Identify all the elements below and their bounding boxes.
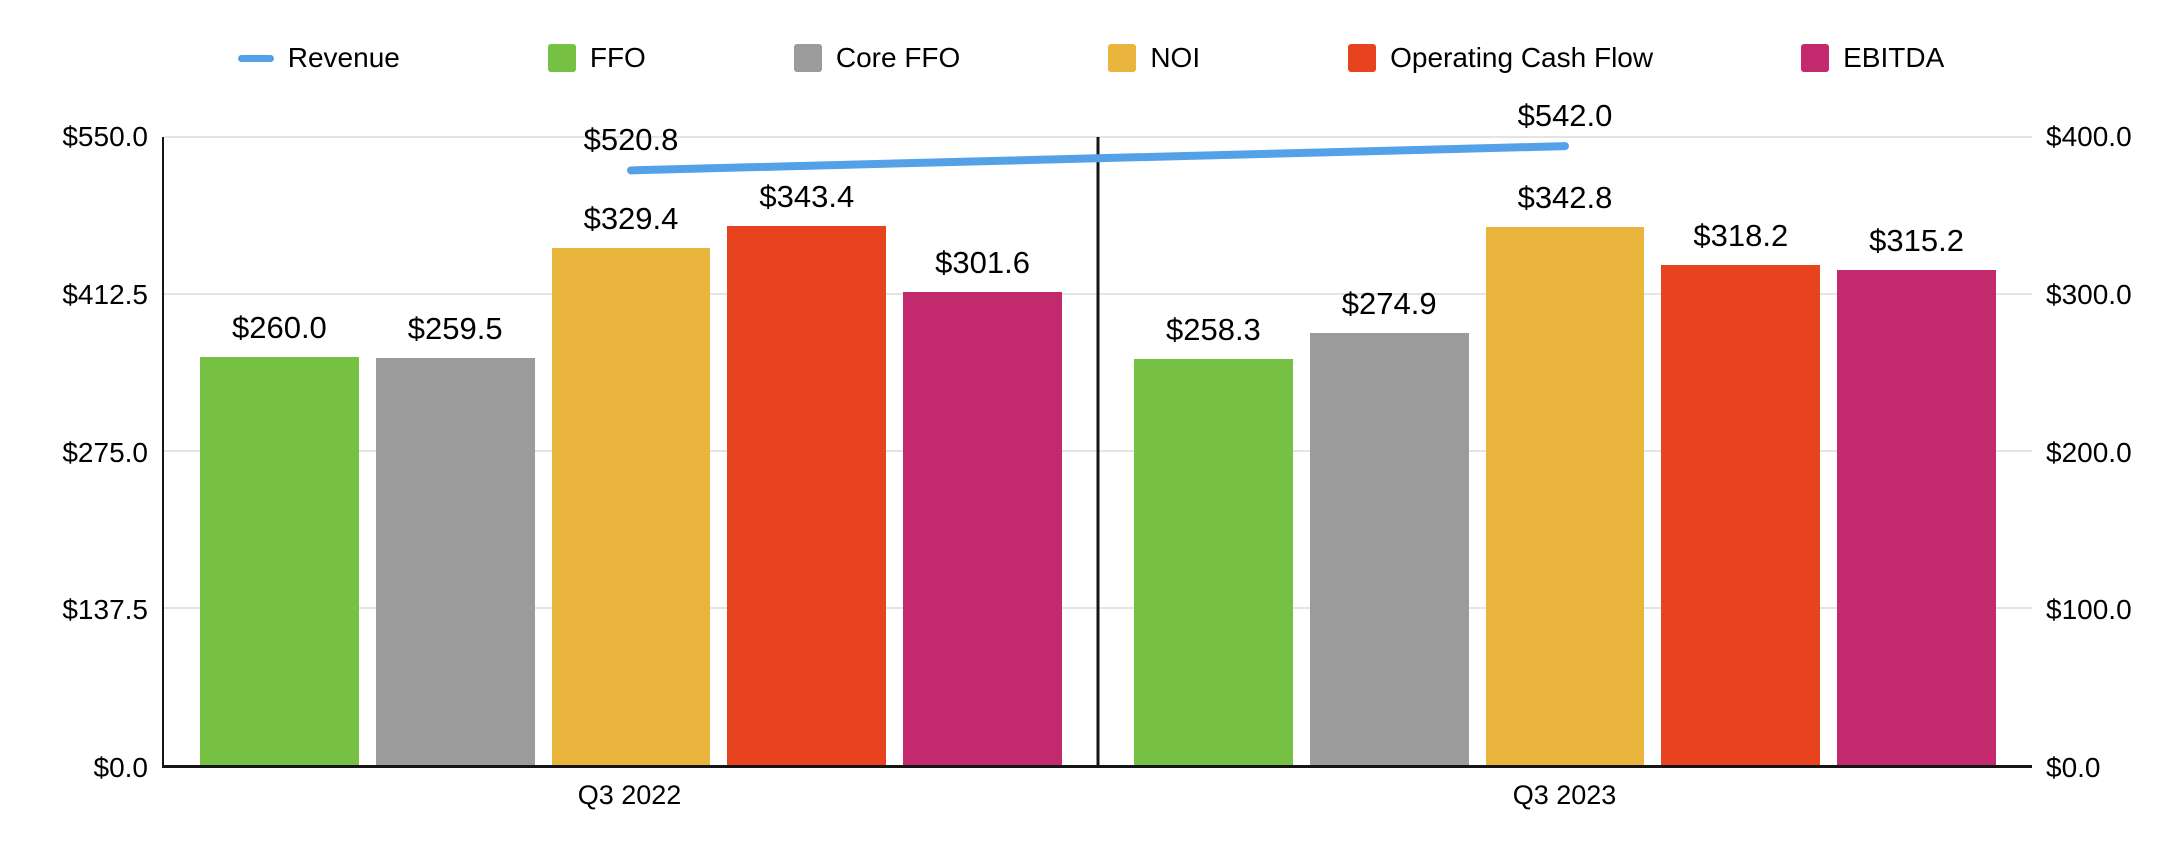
bar-ebitda: $301.6 [903, 137, 1062, 765]
bar-ebitda: $315.2 [1837, 137, 1996, 765]
right-axis-tick: $200.0 [2046, 436, 2132, 468]
right-axis-tick: $100.0 [2046, 594, 2132, 626]
bar-rect-noi [551, 247, 711, 765]
legend-label-noi: NOI [1150, 42, 1201, 73]
bar-value-label: $260.0 [231, 309, 327, 345]
bar-value-label: $343.4 [759, 178, 855, 214]
bar-rect-ffo [1134, 359, 1293, 765]
legend-item-core-ffo[interactable]: Core FFO [793, 42, 961, 74]
legend-item-noi[interactable]: NOI [1108, 42, 1200, 74]
bar-value-label: $259.5 [407, 310, 503, 346]
right-axis-tick: $400.0 [2046, 121, 2132, 152]
bar-rect-ebitda [903, 291, 1062, 765]
bar-rect-operating-cash-flow [727, 225, 887, 765]
left-axis-tick: $412.5 [62, 278, 148, 310]
category-label-q3-2023: Q3 2023 [1512, 780, 1617, 810]
left-axis-tick: $137.5 [62, 594, 148, 626]
plot-area: $260.0 $259.5 $329.4 $343.4 $301.6 $258.3 $274… [162, 98, 2032, 768]
legend-item-operating-cash-flow[interactable]: Operating Cash Flow [1348, 42, 1653, 74]
category-label-q3-2022: Q3 2022 [577, 780, 682, 810]
right-axis-tick: $300.0 [2046, 278, 2132, 310]
bar-value-label: $329.4 [583, 200, 679, 236]
bar-value-label: $301.6 [935, 244, 1030, 280]
bar-operating-cash-flow: $343.4 [727, 137, 887, 765]
right-y-axis: $400.0 $300.0 $200.0 $100.0 $0.0 [2046, 121, 2176, 783]
legend: Revenue FFO Core FFO NOI Operating Cash Flow… [0, 42, 2182, 74]
bar-rect-operating-cash-flow [1661, 265, 1821, 765]
bar-core-ffo: $259.5 [375, 137, 535, 765]
legend-label-operating-cash-flow: Operating Cash Flow [1390, 42, 1654, 73]
bar-rect-core-ffo [375, 357, 535, 765]
bar-operating-cash-flow: $318.2 [1661, 137, 1821, 765]
square-swatch-icon [1348, 44, 1377, 72]
legend-label-revenue: Revenue [287, 42, 400, 73]
bar-rect-core-ffo [1309, 333, 1469, 765]
category-divider-line [1096, 137, 1100, 765]
bar-value-label: $315.2 [1869, 223, 1964, 259]
line-point-label: $542.0 [1517, 98, 1613, 134]
square-swatch-icon [547, 44, 576, 72]
legend-label-core-ffo: Core FFO [835, 42, 961, 73]
bar-value-label: $258.3 [1165, 312, 1261, 348]
bar-value-label: $318.2 [1693, 218, 1789, 254]
bar-rect-ebitda [1837, 270, 1996, 765]
bar-noi: $342.8 [1485, 137, 1645, 765]
bar-noi: $329.4 [551, 137, 711, 765]
bar-value-label: $342.8 [1517, 179, 1613, 215]
left-axis-tick: $0.0 [93, 752, 149, 783]
square-swatch-icon [793, 44, 822, 72]
square-swatch-icon [1801, 44, 1830, 72]
bar-rect-noi [1485, 226, 1645, 765]
bar-rect-ffo [200, 356, 359, 765]
bar-groups: $260.0 $259.5 $329.4 $343.4 $301.6 $258.3 $274… [164, 137, 2032, 765]
right-axis-tick: $0.0 [2046, 752, 2101, 783]
square-swatch-icon [1108, 44, 1137, 72]
bar-ffo: $260.0 [200, 137, 359, 765]
left-y-axis: $550.0 $412.5 $275.0 $137.5 $0.0 [28, 121, 148, 783]
left-axis-tick: $275.0 [62, 436, 148, 468]
category-group-q3-2022: $260.0 $259.5 $329.4 $343.4 $301.6 [164, 137, 1098, 765]
line-point-label: $520.8 [583, 122, 679, 158]
line-swatch-icon [237, 54, 274, 62]
legend-label-ebitda: EBITDA [1843, 42, 1945, 73]
legend-item-ebitda[interactable]: EBITDA [1801, 42, 1944, 74]
bar-core-ffo: $274.9 [1309, 137, 1469, 765]
legend-label-ffo: FFO [589, 42, 646, 73]
x-axis-labels: Q3 2022 Q3 2023 [162, 780, 2032, 811]
bar-value-label: $274.9 [1341, 286, 1437, 322]
category-group-q3-2023: $258.3 $274.9 $342.8 $318.2 $315.2 [1098, 137, 2032, 765]
left-axis-tick: $550.0 [62, 121, 148, 152]
legend-item-revenue[interactable]: Revenue [237, 42, 400, 74]
bar-ffo: $258.3 [1134, 137, 1293, 765]
legend-item-ffo[interactable]: FFO [547, 42, 646, 74]
